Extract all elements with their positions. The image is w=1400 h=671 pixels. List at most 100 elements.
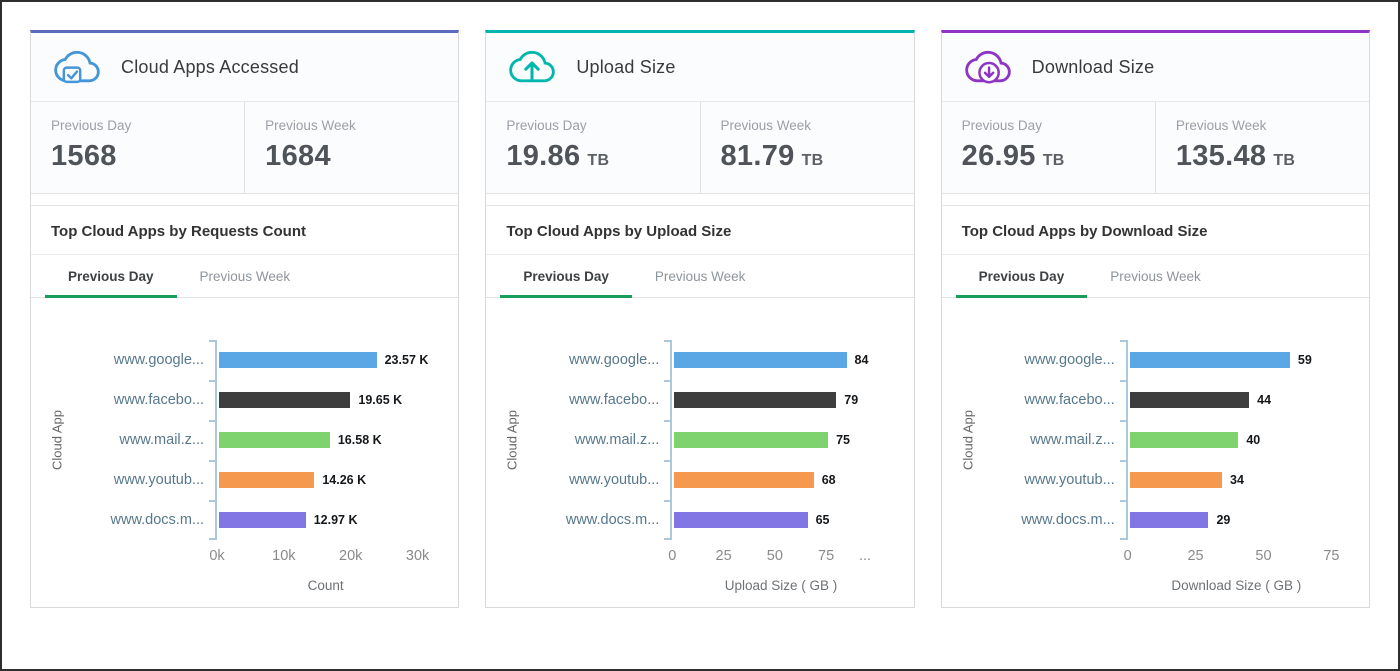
- bar-row: www.google... 59: [978, 340, 1345, 380]
- bar-row: www.mail.z... 40: [978, 420, 1345, 460]
- bar[interactable]: [219, 352, 377, 368]
- stat-previous-day: Previous Day 19.86 TB: [486, 102, 699, 193]
- category-label: www.youtub...: [1024, 472, 1115, 488]
- bar-track: 34: [1128, 460, 1345, 500]
- stat-unit: TB: [1273, 152, 1296, 169]
- bar-value-label: 40: [1246, 433, 1261, 447]
- bar-track: 75: [672, 420, 889, 460]
- dashboard-card: Cloud Apps Accessed Previous Day 1568 Pr…: [30, 30, 460, 608]
- y-axis-tick: [664, 538, 671, 540]
- category-label: www.docs.m...: [1021, 512, 1115, 528]
- bar-value-label: 19.65 K: [358, 393, 403, 407]
- cloud-download-icon: [964, 47, 1012, 87]
- bar[interactable]: [219, 512, 306, 528]
- bar[interactable]: [219, 392, 351, 408]
- bar[interactable]: [674, 512, 808, 528]
- y-axis-tick: [1119, 380, 1126, 382]
- x-axis-label: Upload Size ( GB ): [724, 578, 838, 593]
- stat-label: Previous Week: [720, 118, 812, 133]
- bar-track: 84: [672, 340, 889, 380]
- x-tick-label: 50: [766, 548, 783, 564]
- y-axis-tick: [1119, 460, 1126, 462]
- tab-previous-day[interactable]: Previous Day: [45, 255, 177, 298]
- y-axis-label: Cloud App: [504, 410, 520, 470]
- x-tick-label: 0: [668, 548, 677, 564]
- bar-rows: www.google... 23.57 K www.facebo... 19.65 K…: [67, 340, 434, 540]
- tab-previous-week[interactable]: Previous Week: [1110, 269, 1201, 284]
- x-tick-label: 10k: [272, 548, 296, 564]
- y-axis-line: [215, 340, 217, 540]
- tab-previous-week[interactable]: Previous Week: [199, 269, 291, 284]
- cloud-upload-icon: [508, 47, 556, 87]
- tab-previous-day[interactable]: Previous Day: [955, 255, 1088, 298]
- stat-label: Previous Day: [961, 118, 1042, 133]
- bar[interactable]: [674, 432, 829, 448]
- bar[interactable]: [1129, 392, 1250, 408]
- stat-previous-week: Previous Week 81.79 TB: [699, 102, 914, 193]
- tab-previous-week[interactable]: Previous Week: [654, 269, 746, 284]
- bar[interactable]: [1129, 352, 1290, 368]
- bar-track: 29: [1128, 500, 1345, 540]
- y-axis-tick: [664, 380, 671, 382]
- category-label: www.facebo...: [113, 392, 204, 408]
- y-axis-tick: [1119, 538, 1126, 540]
- stat-label: Previous Day: [51, 118, 132, 133]
- bar-value-label: 29: [1216, 513, 1231, 527]
- bar[interactable]: [1129, 432, 1239, 448]
- bar-row: www.docs.m... 65: [522, 500, 889, 540]
- bar[interactable]: [219, 432, 330, 448]
- y-axis-tick: [1119, 500, 1126, 502]
- card-title: Download Size: [1031, 56, 1155, 77]
- category-label: www.google...: [113, 352, 204, 368]
- category-label: www.mail.z...: [119, 432, 204, 448]
- bar-track: 65: [672, 500, 889, 540]
- stat-value: 1684: [265, 140, 438, 173]
- tab-previous-day[interactable]: Previous Day: [500, 255, 632, 298]
- stat-value: 1568: [51, 140, 224, 173]
- bar[interactable]: [674, 392, 837, 408]
- bar-value-label: 75: [836, 433, 850, 447]
- x-axis-label: Count: [307, 578, 344, 593]
- bar-row: www.google... 23.57 K: [67, 340, 434, 380]
- x-tick-label: ...: [859, 548, 872, 564]
- card-title: Cloud Apps Accessed: [121, 56, 299, 77]
- card-header: Cloud Apps Accessed: [31, 33, 459, 102]
- bar-value-label: 68: [821, 473, 836, 487]
- card-title: Upload Size: [576, 56, 676, 77]
- bar[interactable]: [219, 472, 315, 488]
- stat-unit: TB: [801, 152, 824, 169]
- category-label: www.youtub...: [569, 472, 660, 488]
- x-axis-ticks: 0 25 50 75...: [668, 548, 889, 568]
- y-axis-tick: [209, 460, 215, 462]
- bar-row: www.mail.z... 75: [522, 420, 889, 460]
- bar[interactable]: [674, 352, 847, 368]
- bar-rows: www.google... 84 www.facebo... 79 www.mail.z…: [522, 340, 889, 540]
- stat-label: Previous Week: [265, 118, 356, 133]
- bar-track: 40: [1128, 420, 1345, 460]
- stat-number: 135.48: [1175, 140, 1267, 172]
- y-axis-tick: [664, 340, 671, 342]
- section-divider: [941, 194, 1369, 206]
- bar-track: 59: [1128, 340, 1345, 380]
- category-label: www.docs.m...: [565, 512, 660, 528]
- bar[interactable]: [674, 472, 814, 488]
- bar-track: 19.65 K: [217, 380, 434, 420]
- bar-value-label: 16.58 K: [337, 433, 382, 447]
- plot-area: www.google... 23.57 K www.facebo... 19.65 K…: [67, 340, 434, 593]
- bar-chart: Cloud App www.google... 59 www.facebo... 44…: [942, 298, 1369, 607]
- bar-value-label: 79: [844, 393, 859, 407]
- bar-track: 23.57 K: [217, 340, 434, 380]
- stat-number: 1684: [265, 140, 331, 172]
- stat-label: Previous Day: [506, 118, 587, 133]
- bar[interactable]: [1129, 472, 1223, 488]
- x-tick-label: 20k: [339, 548, 363, 564]
- bar-row: www.docs.m... 29: [978, 500, 1345, 540]
- bar-value-label: 44: [1257, 393, 1272, 407]
- stat-value: 81.79 TB: [721, 140, 894, 173]
- bar[interactable]: [1129, 512, 1209, 528]
- chart-title: Top Cloud Apps by Download Size: [941, 206, 1369, 255]
- bar-row: www.youtub... 14.26 K: [67, 460, 434, 500]
- stat-number: 1568: [51, 140, 117, 172]
- category-label: www.facebo...: [1024, 392, 1115, 408]
- bar-value-label: 23.57 K: [384, 353, 429, 367]
